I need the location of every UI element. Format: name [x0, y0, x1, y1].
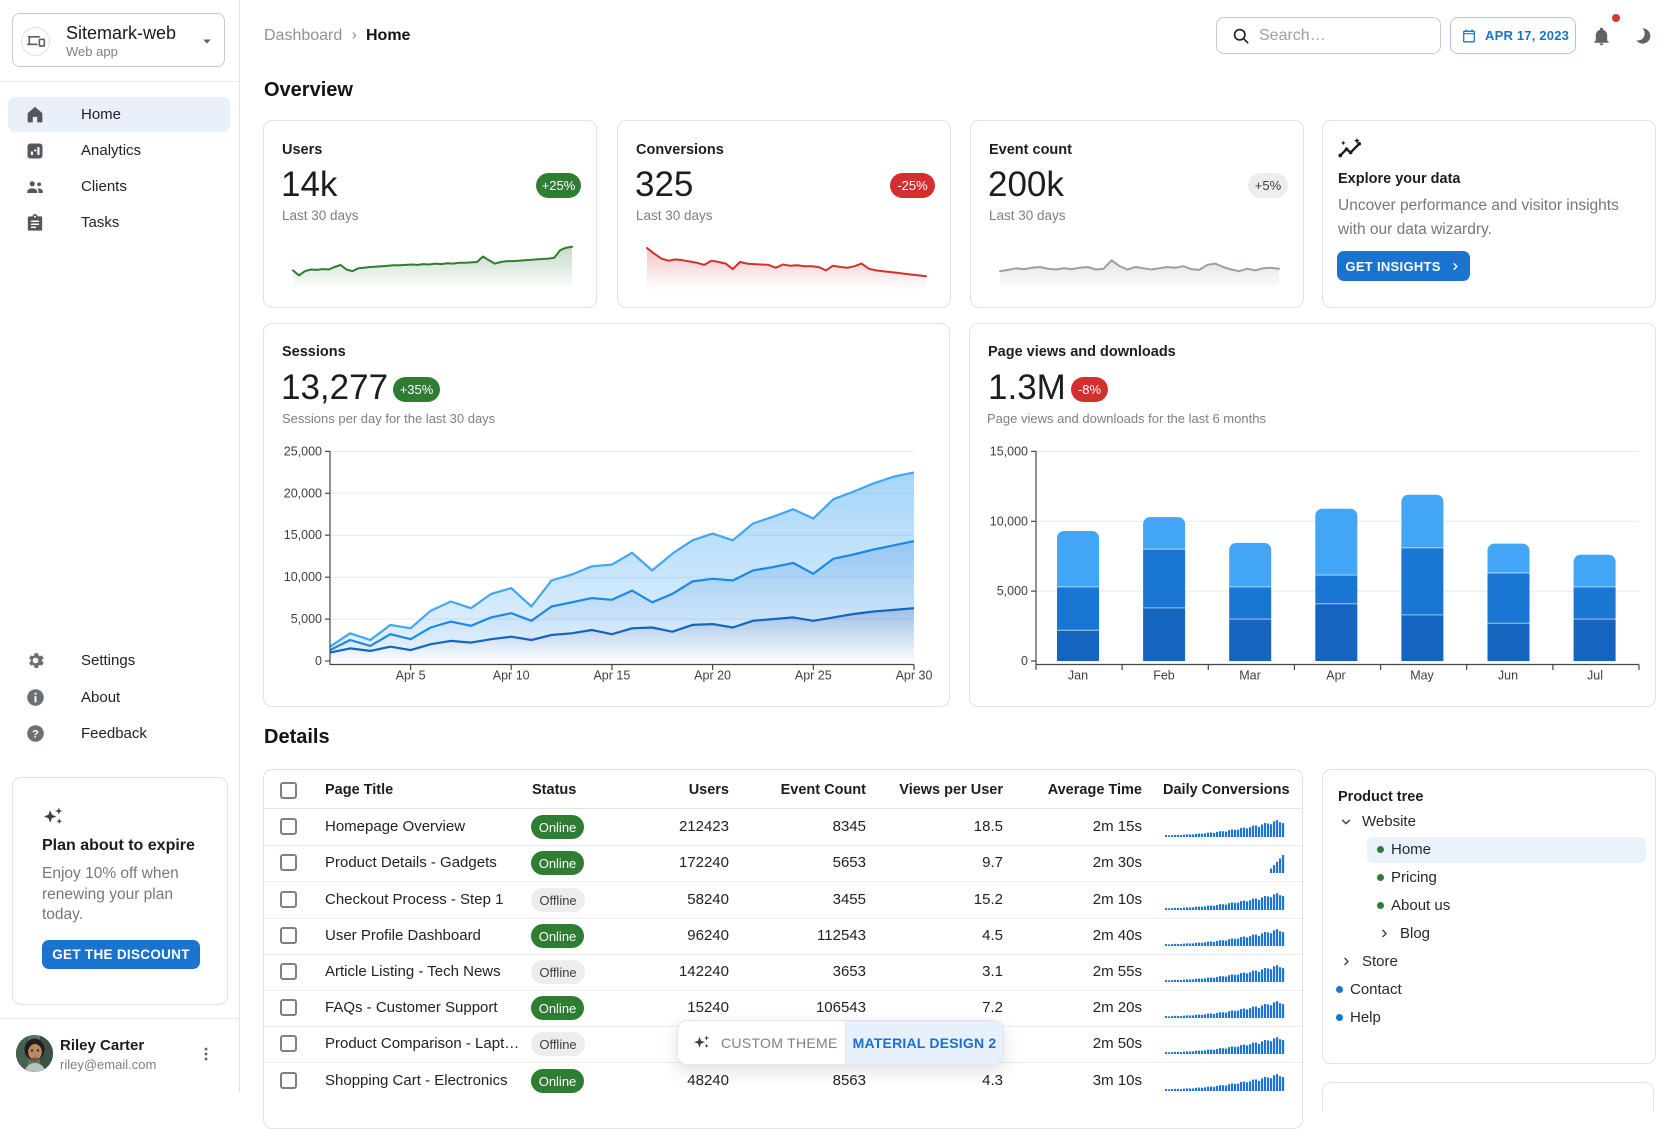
- svg-text:?: ?: [32, 729, 39, 741]
